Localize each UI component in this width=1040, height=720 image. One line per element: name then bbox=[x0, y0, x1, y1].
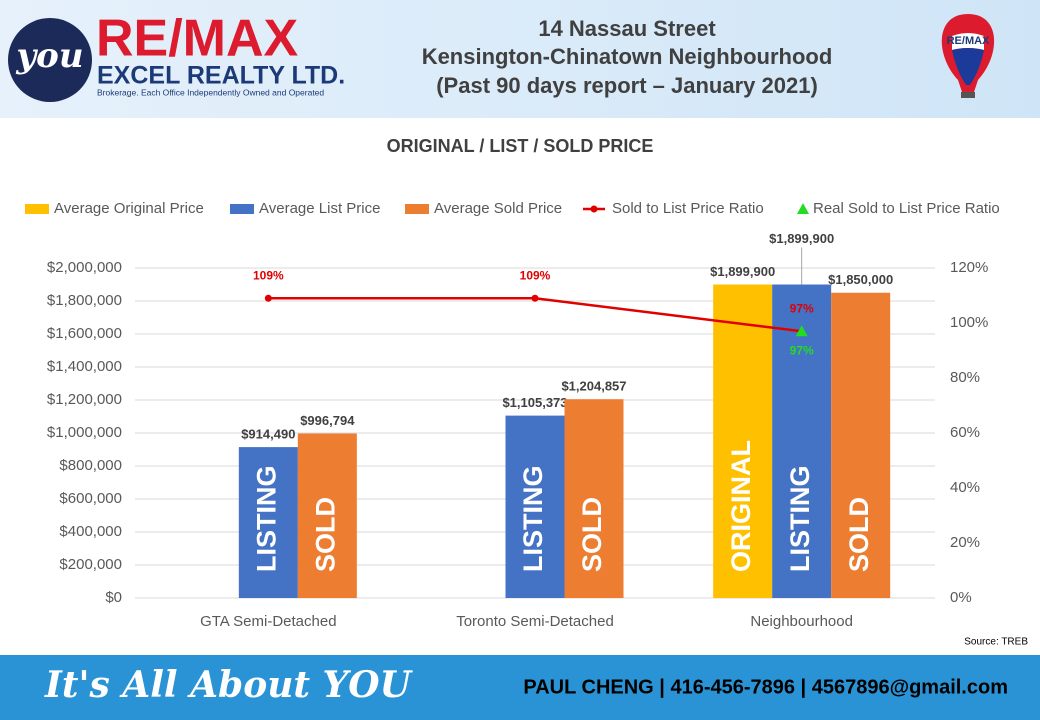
ratio-label: 109% bbox=[520, 268, 551, 282]
bar-label: SOLD bbox=[310, 497, 340, 572]
bar bbox=[238, 447, 298, 598]
ratio-label: 109% bbox=[253, 268, 284, 282]
logo-badge bbox=[8, 18, 92, 102]
y-tick-label: $600,000 bbox=[59, 490, 122, 507]
value-label: $1,899,900 bbox=[769, 231, 834, 246]
x-tick-label: GTA Semi-Detached bbox=[200, 613, 336, 630]
bar-label: ORIGINAL bbox=[726, 440, 756, 572]
value-label: $1,204,857 bbox=[561, 379, 626, 394]
y2-tick-label: 20% bbox=[950, 534, 980, 551]
bar-label: LISTING bbox=[518, 466, 548, 573]
ratio-label: 97% bbox=[790, 343, 814, 357]
slogan: It's All About YOU bbox=[44, 664, 414, 706]
legend-label: Average List Price bbox=[259, 200, 380, 217]
y-tick-label: $1,000,000 bbox=[47, 424, 122, 441]
y-tick-label: $0 bbox=[105, 589, 122, 606]
y-tick-label: $1,200,000 bbox=[47, 391, 122, 408]
bar-label: SOLD bbox=[844, 497, 874, 572]
x-tick-label: Neighbourhood bbox=[750, 613, 853, 630]
legend-label: Sold to List Price Ratio bbox=[612, 200, 764, 217]
ratio-label: 97% bbox=[790, 301, 814, 315]
bar-label: LISTING bbox=[785, 466, 815, 573]
chart-title: ORIGINAL / LIST / SOLD PRICE bbox=[387, 136, 654, 156]
value-label: $1,105,373 bbox=[502, 395, 567, 410]
y2-tick-label: 0% bbox=[950, 589, 972, 606]
header-band bbox=[0, 0, 1040, 118]
y-tick-label: $1,400,000 bbox=[47, 358, 122, 375]
balloon: RE/MAX bbox=[941, 14, 995, 98]
legend-swatch bbox=[25, 204, 49, 214]
x-tick-label: Toronto Semi-Detached bbox=[456, 613, 614, 630]
y-tick-label: $800,000 bbox=[59, 457, 122, 474]
y2-tick-label: 40% bbox=[950, 479, 980, 496]
legend-label: Average Original Price bbox=[54, 200, 204, 217]
footer-band bbox=[0, 655, 1040, 720]
title-line: (Past 90 days report – January 2021) bbox=[436, 73, 818, 98]
value-label: $996,794 bbox=[300, 413, 355, 428]
y-tick-label: $2,000,000 bbox=[47, 259, 122, 276]
title-line: Kensington-Chinatown Neighbourhood bbox=[422, 44, 833, 69]
legend-label: Average Sold Price bbox=[434, 200, 562, 217]
bar bbox=[772, 284, 832, 598]
y2-tick-label: 80% bbox=[950, 369, 980, 386]
bar-label: LISTING bbox=[251, 466, 281, 573]
contact: PAUL CHENG | 416-456-7896 | 4567896@gmai… bbox=[523, 676, 1008, 698]
ratio-point bbox=[531, 294, 539, 302]
bar bbox=[505, 415, 565, 598]
y-tick-label: $1,600,000 bbox=[47, 325, 122, 342]
logo-badge-text: you bbox=[15, 36, 83, 76]
bar-label: SOLD bbox=[577, 497, 607, 572]
balloon-text: RE/MAX bbox=[947, 35, 990, 47]
y2-tick-label: 120% bbox=[950, 259, 988, 276]
value-label: $1,899,900 bbox=[710, 264, 775, 279]
bar bbox=[831, 292, 891, 598]
legend-label: Real Sold to List Price Ratio bbox=[813, 200, 1000, 217]
y-tick-label: $400,000 bbox=[59, 523, 122, 540]
brand-note: Brokerage. Each Office Independently Own… bbox=[97, 87, 324, 97]
y2-tick-label: 60% bbox=[950, 424, 980, 441]
bar bbox=[564, 399, 624, 598]
bar bbox=[297, 433, 357, 598]
ratio-marker bbox=[795, 325, 808, 337]
source: Source: TREB bbox=[964, 637, 1028, 648]
y-tick-label: $200,000 bbox=[59, 556, 122, 573]
legend-swatch bbox=[797, 203, 809, 214]
legend-swatch bbox=[405, 204, 429, 214]
title-line: 14 Nassau Street bbox=[538, 16, 716, 41]
y-tick-label: $1,800,000 bbox=[47, 292, 122, 309]
legend-swatch bbox=[230, 204, 254, 214]
brand-sub: EXCEL REALTY LTD. bbox=[97, 62, 345, 90]
value-label: $1,850,000 bbox=[828, 272, 893, 287]
bar bbox=[713, 284, 773, 598]
value-label: $914,490 bbox=[241, 427, 295, 442]
ratio-point bbox=[264, 294, 272, 302]
brand: RE/MAX bbox=[96, 10, 299, 68]
y2-tick-label: 100% bbox=[950, 314, 988, 331]
legend-swatch bbox=[590, 205, 598, 213]
